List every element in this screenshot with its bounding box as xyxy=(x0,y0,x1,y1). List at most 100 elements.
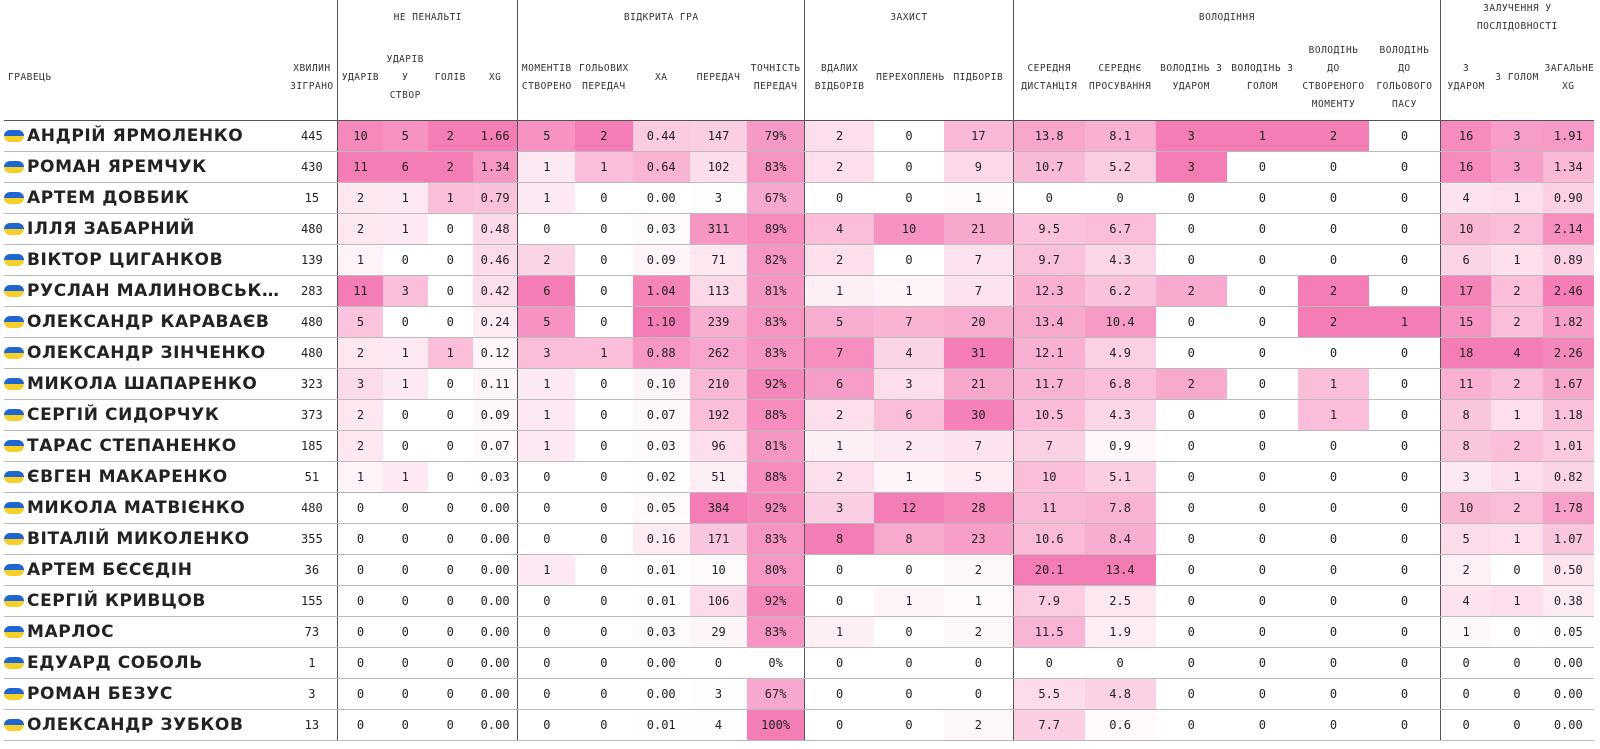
stat-cell: 4 xyxy=(1491,337,1543,369)
player-name: СЕРГІЙ КРИВЦОВ xyxy=(4,585,287,617)
stat-cell: 0 xyxy=(1369,678,1441,710)
stat-cell: 0.90 xyxy=(1542,182,1594,214)
stat-cell: 1 xyxy=(943,585,1014,617)
stat-cell: 8 xyxy=(804,523,875,555)
stat-cell: 0 xyxy=(1369,647,1441,679)
player-row: ВІТАЛІЙ МИКОЛЕНКО 355 0 0 0 0.00 0 0 0.16 171 83% 8… xyxy=(4,523,1594,555)
player-name: ЕДУАРД СОБОЛЬ xyxy=(4,647,287,679)
stat-cell: 0.00 xyxy=(472,523,518,555)
column-header: ПЕРЕХОПЛЕНЬ xyxy=(874,36,944,121)
player-name: МИКОЛА ШАПАРЕНКО xyxy=(4,368,287,400)
player-name-text: МАРЛОС xyxy=(27,622,115,642)
stat-cell: 0.03 xyxy=(632,430,690,462)
stat-cell: 1 xyxy=(427,182,473,214)
stat-cell: 29 xyxy=(689,616,748,648)
stat-cell: 0 xyxy=(575,585,633,617)
column-header: ХВИЛИН ЗІГРАНО xyxy=(286,36,338,121)
stat-cell: 0 xyxy=(1439,647,1492,679)
table-body: АНДРІЙ ЯРМОЛЕНКО 445 10 5 2 1.66 5 2 0.44 147 79% 2… xyxy=(4,120,1594,741)
stat-cell: 0 xyxy=(689,647,748,679)
stat-cell: 0 xyxy=(1226,399,1298,431)
player-row: ВІКТОР ЦИГАНКОВ 139 1 0 0 0.46 2 0 0.09 71 82% 2 0 7 9… xyxy=(4,244,1594,276)
player-row: МИКОЛА МАТВІЄНКО 480 0 0 0 0.00 0 0 0.05 384 92% 3 1… xyxy=(4,492,1594,524)
stat-cell: 1 xyxy=(1297,399,1370,431)
stat-cell: 185 xyxy=(286,430,338,462)
player-row: ТАРАС СТЕПАНЕНКО 185 2 0 0 0.07 1 0 0.03 96 81% 1 2 7… xyxy=(4,430,1594,462)
stat-cell: 0.42 xyxy=(472,275,518,307)
stat-cell: 0 xyxy=(575,368,633,400)
stat-cell: 0 xyxy=(1369,120,1441,152)
stat-cell: 6 xyxy=(382,151,428,183)
stat-cell: 1 xyxy=(517,368,576,400)
stat-cell: 192 xyxy=(689,399,748,431)
stat-cell: 1.01 xyxy=(1542,430,1594,462)
player-name: АРТЕМ ДОВБИК xyxy=(4,182,287,214)
player-name: АРТЕМ БЄСЄДІН xyxy=(4,554,287,586)
stat-cell: 6.8 xyxy=(1084,368,1156,400)
stat-cell: 20.1 xyxy=(1012,554,1085,586)
stat-cell: 113 xyxy=(689,275,748,307)
stat-cell: 0 xyxy=(1369,616,1441,648)
stat-cell: 0 xyxy=(1369,213,1441,245)
stat-cell: 20 xyxy=(943,306,1014,338)
stat-cell: 0 xyxy=(575,182,633,214)
stat-cell: 6 xyxy=(1439,244,1492,276)
stat-cell: 0 xyxy=(575,399,633,431)
player-row: АНДРІЙ ЯРМОЛЕНКО 445 10 5 2 1.66 5 2 0.44 147 79% 2… xyxy=(4,120,1594,152)
stat-cell: 1 xyxy=(517,399,576,431)
flag-icon xyxy=(4,192,24,204)
player-name-text: РОМАН ЯРЕМЧУК xyxy=(27,157,207,177)
stat-cell: 51 xyxy=(286,461,338,493)
stat-cell: 0 xyxy=(517,585,576,617)
stat-cell: 0 xyxy=(427,585,473,617)
stat-cell: 10.4 xyxy=(1084,306,1156,338)
stat-cell: 1 xyxy=(382,213,428,245)
player-name-text: ОЛЕКСАНДР КАРАВАЄВ xyxy=(27,312,270,332)
stat-cell: 28 xyxy=(943,492,1014,524)
player-row: РОМАН ЯРЕМЧУК 430 11 6 2 1.34 1 1 0.64 102 83% 2 0 9 1… xyxy=(4,151,1594,183)
player-name-text: ІЛЛЯ ЗАБАРНИЙ xyxy=(27,219,195,239)
stat-cell: 96 xyxy=(689,430,748,462)
stat-cell: 10 xyxy=(337,120,383,152)
stat-cell: 2 xyxy=(1297,275,1370,307)
stat-cell: 1 xyxy=(804,430,875,462)
stat-cell: 11 xyxy=(1439,368,1492,400)
stat-cell: 5.2 xyxy=(1084,151,1156,183)
stat-cell: 0 xyxy=(1226,430,1298,462)
stat-cell: 88% xyxy=(747,461,805,493)
stat-cell: 1 xyxy=(575,151,633,183)
stat-cell: 5 xyxy=(943,461,1014,493)
stat-cell: 1 xyxy=(1369,306,1441,338)
stat-cell: 11 xyxy=(1012,492,1085,524)
stat-cell: 18 xyxy=(1439,337,1492,369)
stat-cell: 83% xyxy=(747,306,805,338)
stat-cell: 373 xyxy=(286,399,338,431)
flag-icon xyxy=(4,409,24,421)
column-header: ГОЛЬОВИХ ПЕРЕДАЧ xyxy=(575,36,633,121)
stat-cell: 6.2 xyxy=(1084,275,1156,307)
stat-cell: 2 xyxy=(337,213,383,245)
stat-cell: 239 xyxy=(689,306,748,338)
stat-cell: 0 xyxy=(517,461,576,493)
stat-cell: 0 xyxy=(337,492,383,524)
stat-cell: 0 xyxy=(1369,709,1441,741)
stat-cell: 3 xyxy=(1155,120,1227,152)
stat-cell: 1 xyxy=(1491,244,1543,276)
stat-cell: 3 xyxy=(517,337,576,369)
stat-cell: 13.4 xyxy=(1084,554,1156,586)
stat-cell: 0 xyxy=(1155,244,1227,276)
stat-cell: 10.5 xyxy=(1012,399,1085,431)
column-header: УДАРІВ xyxy=(337,36,383,121)
stat-cell: 12.3 xyxy=(1012,275,1085,307)
stat-cell: 2 xyxy=(804,399,875,431)
stat-cell: 0 xyxy=(427,306,473,338)
stat-cell: 139 xyxy=(286,244,338,276)
stat-cell: 0.00 xyxy=(472,585,518,617)
stat-cell: 6 xyxy=(874,399,944,431)
stat-cell: 0 xyxy=(1491,709,1543,741)
stat-cell: 1.10 xyxy=(632,306,690,338)
stat-cell: 5 xyxy=(804,306,875,338)
player-name-text: РУСЛАН МАЛИНОВСЬК… xyxy=(27,281,280,301)
stat-cell: 0 xyxy=(382,306,428,338)
